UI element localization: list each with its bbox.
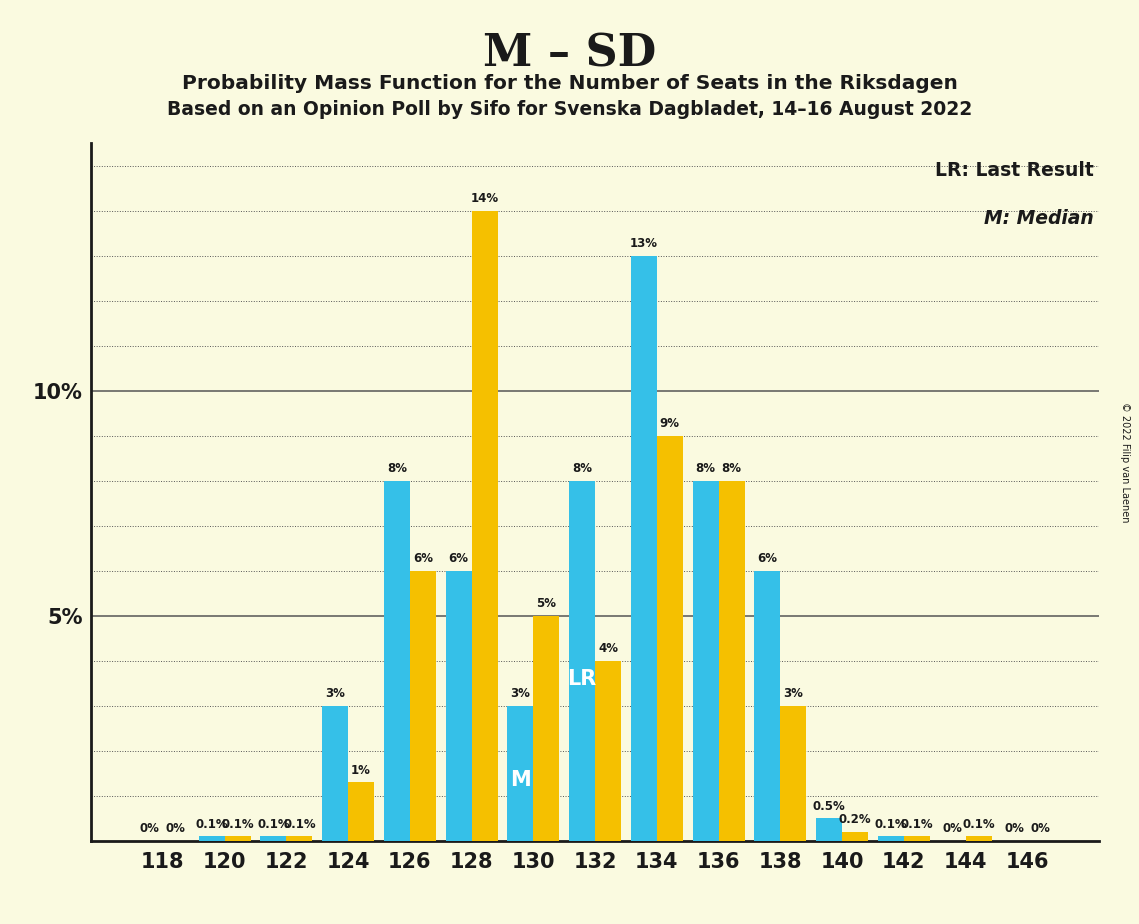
Bar — [596, 661, 621, 841]
Text: LR: Last Result: LR: Last Result — [935, 161, 1095, 179]
Text: 8%: 8% — [696, 462, 715, 475]
Text: © 2022 Filip van Laenen: © 2022 Filip van Laenen — [1121, 402, 1130, 522]
Text: 0.1%: 0.1% — [196, 818, 228, 831]
Bar — [842, 832, 868, 841]
Bar — [631, 256, 657, 841]
Bar — [533, 615, 559, 841]
Bar — [224, 836, 251, 841]
Text: 6%: 6% — [412, 553, 433, 565]
Text: 6%: 6% — [449, 553, 468, 565]
Text: 0.2%: 0.2% — [838, 813, 871, 826]
Bar — [570, 480, 596, 841]
Bar — [878, 836, 904, 841]
Text: 0.1%: 0.1% — [221, 818, 254, 831]
Bar — [322, 706, 349, 841]
Bar — [904, 836, 929, 841]
Text: LR: LR — [567, 669, 597, 688]
Text: 5%: 5% — [536, 598, 556, 611]
Text: 0.1%: 0.1% — [901, 818, 933, 831]
Bar — [754, 571, 780, 841]
Text: M – SD: M – SD — [483, 32, 656, 76]
Bar — [693, 480, 719, 841]
Text: 0.1%: 0.1% — [257, 818, 289, 831]
Bar — [349, 783, 374, 841]
Bar — [966, 836, 992, 841]
Text: 1%: 1% — [351, 764, 371, 777]
Text: 14%: 14% — [470, 192, 499, 205]
Text: Based on an Opinion Poll by Sifo for Svenska Dagbladet, 14–16 August 2022: Based on an Opinion Poll by Sifo for Sve… — [167, 100, 972, 119]
Text: 3%: 3% — [784, 687, 803, 700]
Text: 0%: 0% — [1031, 822, 1050, 835]
Bar — [508, 706, 533, 841]
Text: 8%: 8% — [387, 462, 407, 475]
Text: 3%: 3% — [510, 687, 531, 700]
Text: 3%: 3% — [326, 687, 345, 700]
Bar — [261, 836, 286, 841]
Text: 8%: 8% — [572, 462, 592, 475]
Text: Probability Mass Function for the Number of Seats in the Riksdagen: Probability Mass Function for the Number… — [181, 74, 958, 93]
Text: 9%: 9% — [659, 418, 680, 431]
Bar — [719, 480, 745, 841]
Text: 0%: 0% — [1005, 822, 1024, 835]
Bar — [410, 571, 436, 841]
Text: 0%: 0% — [166, 822, 186, 835]
Text: 0.1%: 0.1% — [875, 818, 908, 831]
Bar — [657, 436, 682, 841]
Text: M: M — [510, 770, 531, 790]
Bar — [472, 211, 498, 841]
Bar — [198, 836, 224, 841]
Text: M: Median: M: Median — [984, 210, 1095, 228]
Text: 0.1%: 0.1% — [962, 818, 994, 831]
Bar — [445, 571, 472, 841]
Text: 13%: 13% — [630, 237, 658, 250]
Text: 0.5%: 0.5% — [813, 800, 845, 813]
Bar — [780, 706, 806, 841]
Text: 8%: 8% — [722, 462, 741, 475]
Text: 0%: 0% — [140, 822, 159, 835]
Bar — [817, 819, 842, 841]
Text: 0%: 0% — [943, 822, 962, 835]
Text: 0.1%: 0.1% — [282, 818, 316, 831]
Text: 6%: 6% — [757, 553, 778, 565]
Bar — [384, 480, 410, 841]
Bar — [286, 836, 312, 841]
Text: 4%: 4% — [598, 642, 618, 655]
